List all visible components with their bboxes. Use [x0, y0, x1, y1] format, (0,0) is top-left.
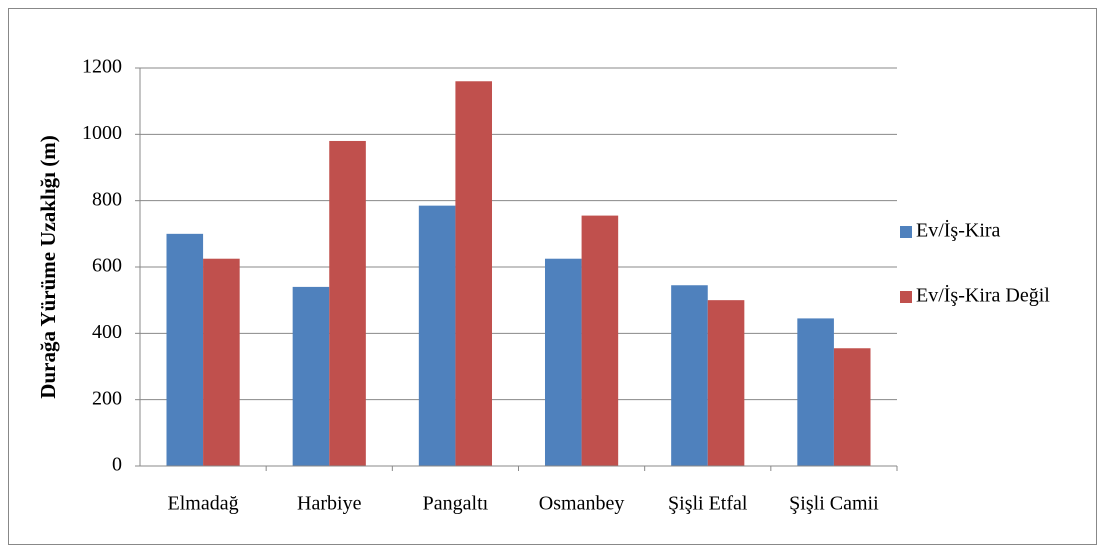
y-tick-label: 200 [92, 387, 122, 409]
bar [418, 205, 456, 466]
bar [166, 233, 204, 466]
legend-label: Ev/İş-Kira Değil [916, 284, 1050, 307]
y-tick-label: 800 [92, 188, 122, 210]
bar [707, 300, 745, 466]
bar [797, 318, 834, 466]
x-tick-label: Osmanbey [539, 493, 625, 515]
bar [203, 258, 240, 466]
legend-swatch [900, 226, 912, 238]
legend-label: Ev/İş-Kira [916, 219, 1001, 242]
x-tick-label: Şişli Etfal [668, 493, 748, 515]
y-axis-label: Durağa Yürüme Uzaklığı (m) [36, 135, 60, 398]
bar [455, 81, 493, 467]
x-tick-label: Pangaltı [423, 493, 489, 515]
y-tick-label: 1200 [82, 56, 122, 78]
y-tick-label: 400 [92, 321, 122, 343]
x-tick-label: Harbiye [297, 493, 362, 515]
y-tick-label: 1000 [82, 122, 122, 144]
legend-swatch [900, 291, 912, 303]
x-tick-label: Şişli Camii [789, 493, 879, 515]
bar [671, 285, 708, 466]
y-tick-label: 600 [92, 255, 122, 277]
x-tick-label: Elmadağ [168, 493, 239, 515]
bar [581, 215, 619, 466]
bar [544, 258, 582, 466]
bar [292, 286, 330, 466]
y-tick-label: 0 [112, 454, 122, 476]
bar [833, 348, 871, 466]
bar [329, 140, 366, 466]
